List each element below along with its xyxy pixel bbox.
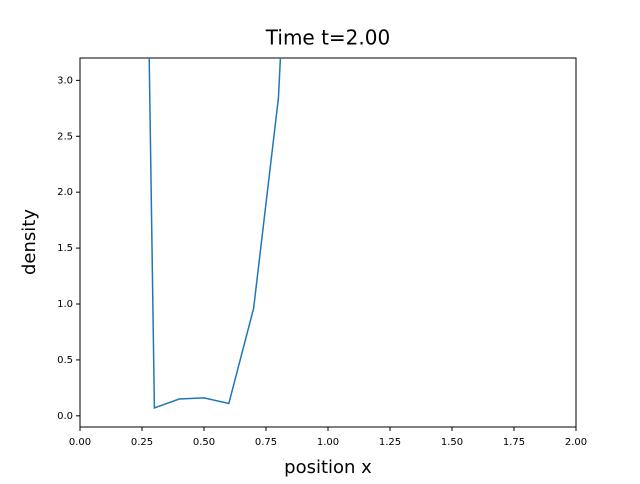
y-tick-label: 0.5 xyxy=(57,355,73,366)
x-tick-label: 0.75 xyxy=(255,437,277,448)
x-tick-label: 1.50 xyxy=(441,437,463,448)
y-tick-label: 2.5 xyxy=(57,131,73,142)
y-tick-label: 0.0 xyxy=(57,411,73,422)
y-tick-label: 3.0 xyxy=(57,75,73,86)
y-tick-label: 1.5 xyxy=(57,243,73,254)
x-tick-label: 0.50 xyxy=(193,437,215,448)
x-tick-label: 2.00 xyxy=(565,437,587,448)
x-tick-label: 0.25 xyxy=(131,437,153,448)
x-tick-label: 0.00 xyxy=(69,437,91,448)
y-tick-label: 1.0 xyxy=(57,299,73,310)
y-axis-label: density xyxy=(19,209,40,275)
y-tick-label: 2.0 xyxy=(57,187,73,198)
data-line xyxy=(148,58,282,410)
x-tick-label: 1.00 xyxy=(317,437,339,448)
x-axis-label: position x xyxy=(284,457,372,478)
chart-title: Time t=2.00 xyxy=(265,26,390,50)
x-tick-label: 1.25 xyxy=(379,437,401,448)
x-tick-label: 1.75 xyxy=(503,437,525,448)
